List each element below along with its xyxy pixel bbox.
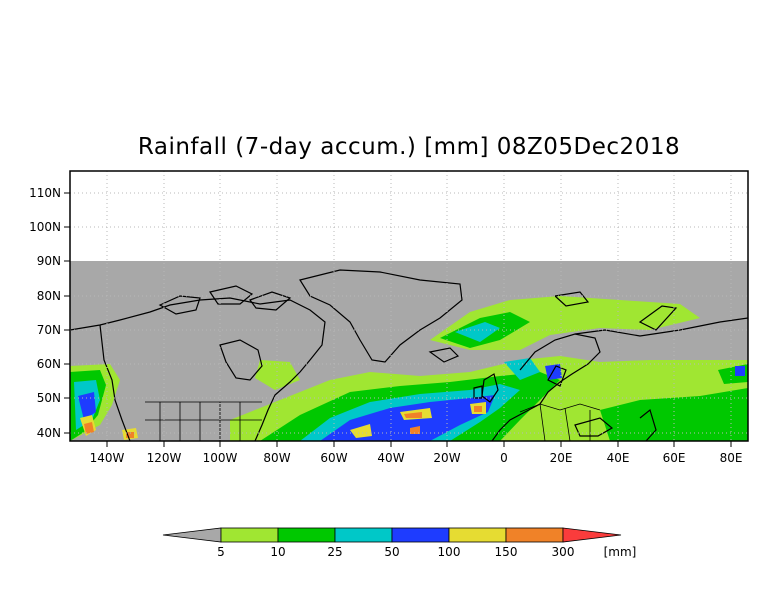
colorbar-unit: [mm]	[604, 545, 637, 559]
colorbar-segment	[448, 527, 507, 543]
lon-label: 40E	[607, 451, 630, 465]
lon-label: 80E	[720, 451, 743, 465]
lat-label: 100N	[29, 220, 61, 234]
lat-label: 70N	[37, 323, 61, 337]
gridlines	[70, 171, 748, 441]
lon-label: 0	[500, 451, 508, 465]
colorbar-segment	[334, 527, 393, 543]
colorbar-label: 25	[327, 545, 342, 559]
lon-label: 140W	[90, 451, 125, 465]
lat-label: 60N	[37, 357, 61, 371]
colorbar-label: 10	[270, 545, 285, 559]
colorbar-label: 100	[438, 545, 461, 559]
lon-label: 80W	[263, 451, 290, 465]
map-title: Rainfall (7-day accum.) [mm] 08Z05Dec201…	[137, 134, 681, 160]
lon-label: 120W	[147, 451, 182, 465]
lon-label: 100W	[203, 451, 238, 465]
colorbar-label: 50	[384, 545, 399, 559]
plot-background	[70, 171, 748, 261]
lat-label: 90N	[37, 254, 61, 268]
lon-label: 20E	[550, 451, 573, 465]
colorbar-segment	[277, 527, 336, 543]
lat-label: 40N	[37, 426, 61, 440]
colorbar-segment-below	[162, 527, 222, 543]
lat-label: 80N	[37, 289, 61, 303]
rainfall-field	[70, 261, 748, 441]
colorbar: 5 10 25 50 100 150 300 [mm]	[162, 527, 637, 559]
lon-label: 60E	[663, 451, 686, 465]
political-borders	[145, 401, 601, 441]
plot-frame	[69, 170, 749, 442]
colorbar-segment	[391, 527, 450, 543]
lat-labels: 110N 100N 90N 80N 70N 60N 50N 40N	[29, 186, 61, 440]
rain-150-300-areas	[84, 406, 482, 438]
lon-label: 60W	[320, 451, 347, 465]
colorbar-label: 150	[495, 545, 518, 559]
lat-label: 110N	[29, 186, 61, 200]
colorbar-label: 300	[552, 545, 575, 559]
lat-label: 50N	[37, 391, 61, 405]
colorbar-label: 5	[217, 545, 225, 559]
coastlines	[70, 269, 748, 441]
lon-label: 40W	[377, 451, 404, 465]
colorbar-segment	[220, 527, 279, 543]
colorbar-segment-above	[562, 527, 622, 543]
tick-marks	[64, 192, 732, 447]
lon-label: 20W	[433, 451, 460, 465]
colorbar-segment	[505, 527, 564, 543]
lon-labels: 140W 120W 100W 80W 60W 40W 20W 0 20E 40E…	[90, 451, 743, 465]
